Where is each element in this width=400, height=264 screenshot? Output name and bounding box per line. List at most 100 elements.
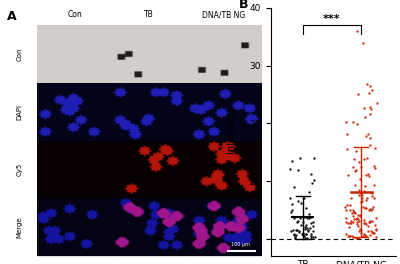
Bar: [112, 198, 186, 256]
Point: [311, 156, 318, 160]
Point: [357, 227, 364, 231]
Point: [308, 232, 314, 236]
Point: [347, 202, 353, 207]
Point: [354, 222, 360, 226]
Point: [356, 160, 362, 164]
Point: [370, 164, 377, 168]
Point: [348, 196, 354, 200]
Point: [350, 220, 357, 224]
Bar: [112, 25, 186, 83]
Point: [358, 192, 365, 197]
Point: [362, 221, 368, 225]
Point: [356, 219, 362, 223]
Point: [350, 214, 356, 218]
Point: [350, 210, 357, 214]
Point: [351, 210, 357, 214]
Point: [368, 107, 374, 112]
Bar: [38, 83, 112, 141]
Point: [294, 219, 300, 224]
Point: [369, 207, 375, 211]
Point: [289, 202, 296, 206]
Point: [367, 135, 373, 140]
Point: [352, 183, 359, 187]
Point: [355, 213, 361, 217]
Point: [368, 229, 375, 234]
Point: [360, 234, 366, 238]
Point: [300, 215, 307, 219]
Point: [365, 174, 372, 178]
Text: Con: Con: [16, 48, 22, 61]
Bar: [112, 83, 186, 141]
Point: [360, 205, 366, 210]
Point: [370, 196, 377, 200]
Text: 100 μm: 100 μm: [232, 242, 250, 247]
Point: [349, 211, 356, 215]
Point: [374, 101, 380, 106]
Point: [303, 206, 309, 210]
Point: [368, 194, 375, 198]
Point: [360, 157, 367, 162]
Point: [363, 222, 369, 227]
Point: [356, 213, 363, 217]
Point: [367, 233, 373, 237]
Bar: [186, 83, 261, 141]
Point: [352, 211, 358, 216]
Point: [371, 146, 378, 150]
Point: [368, 229, 374, 233]
Point: [351, 157, 358, 161]
Point: [289, 208, 295, 213]
Point: [346, 208, 353, 213]
Point: [371, 183, 377, 187]
Point: [361, 115, 368, 119]
Point: [287, 167, 294, 171]
Point: [359, 199, 365, 203]
Point: [302, 232, 309, 236]
Point: [353, 167, 360, 172]
Text: Con: Con: [67, 10, 82, 19]
Point: [371, 223, 378, 227]
Point: [343, 220, 349, 224]
Point: [363, 198, 370, 202]
Point: [343, 120, 349, 125]
Point: [310, 229, 316, 234]
Point: [363, 172, 370, 177]
Point: [288, 210, 294, 214]
Point: [355, 92, 362, 96]
Point: [352, 169, 358, 173]
Point: [366, 105, 373, 109]
Point: [369, 191, 376, 195]
Point: [372, 216, 379, 220]
Point: [358, 228, 364, 232]
Point: [358, 200, 365, 204]
Point: [362, 234, 369, 238]
Point: [288, 229, 294, 233]
Point: [294, 199, 301, 203]
Point: [296, 216, 303, 220]
Text: Cy5: Cy5: [16, 163, 22, 176]
Point: [300, 232, 306, 237]
Point: [298, 201, 304, 205]
Point: [346, 234, 352, 238]
Point: [362, 233, 368, 237]
Point: [297, 156, 303, 160]
Point: [366, 208, 372, 212]
Point: [360, 41, 366, 45]
Point: [367, 218, 373, 223]
Point: [367, 220, 373, 224]
Point: [307, 215, 314, 219]
Point: [290, 185, 297, 189]
Point: [291, 215, 297, 220]
Point: [354, 220, 360, 224]
Bar: [112, 141, 186, 198]
Point: [308, 235, 314, 240]
Point: [300, 196, 307, 200]
Point: [355, 188, 362, 192]
Bar: [186, 198, 261, 256]
Point: [350, 208, 356, 212]
Point: [370, 230, 376, 235]
Point: [343, 216, 349, 220]
Point: [360, 189, 367, 193]
Point: [358, 190, 364, 195]
Bar: [38, 25, 112, 83]
Point: [292, 235, 298, 239]
